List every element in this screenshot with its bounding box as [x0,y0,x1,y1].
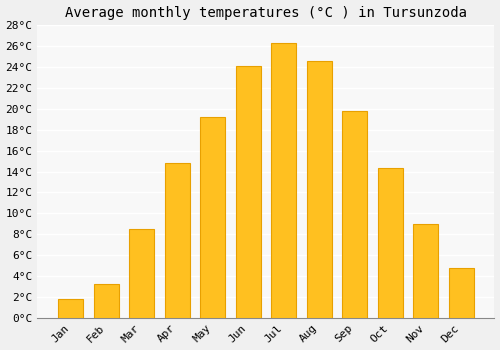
Bar [378,168,402,318]
Bar [129,229,154,318]
Bar [449,268,473,318]
Bar [307,61,332,318]
Bar [272,43,296,318]
Bar [94,284,118,318]
Title: Average monthly temperatures (°C ) in Tursunzoda: Average monthly temperatures (°C ) in Tu… [65,6,467,20]
Bar [200,117,225,318]
Bar [342,111,367,318]
Bar [414,224,438,318]
Bar [58,299,83,318]
Bar [236,66,260,318]
Bar [164,163,190,318]
